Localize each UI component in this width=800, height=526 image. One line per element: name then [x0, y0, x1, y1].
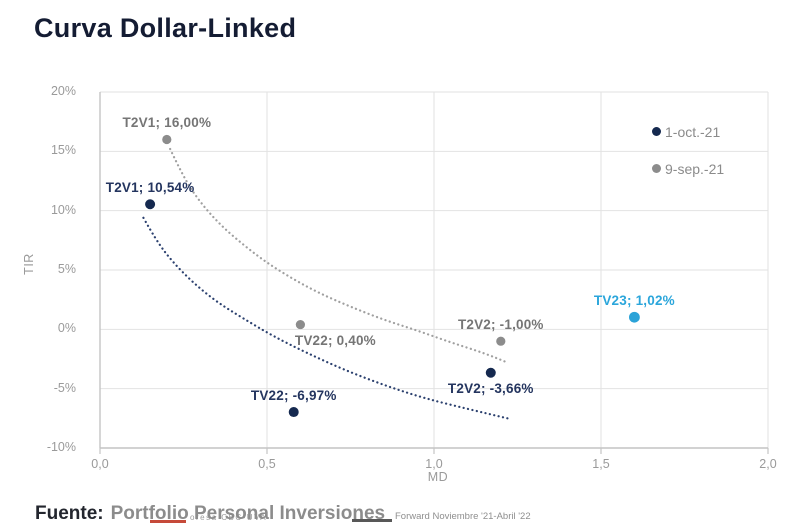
source-label: Fuente:	[35, 503, 104, 524]
legend-dot-gray-icon	[652, 164, 661, 173]
red-line-marker-icon	[150, 520, 186, 523]
data-point-TV23	[629, 311, 640, 323]
data-point-T2V1	[162, 134, 172, 145]
data-point-T2V2	[485, 367, 496, 378]
data-point-T2V2	[496, 336, 506, 346]
dark-line-marker-icon	[352, 519, 392, 522]
legend-item-1-oct-21: 1-oct.-21	[652, 123, 724, 140]
trendline-9-sep.-21	[169, 147, 509, 364]
legend-label: 9-sep.-21	[665, 160, 725, 177]
legend-dot-navy-icon	[652, 127, 661, 136]
chart-legend: 1-oct.-21 9-sep.-21	[652, 124, 724, 198]
trendline-1-oct.-21	[142, 216, 509, 420]
data-point-TV22	[288, 407, 299, 418]
data-point-T2V1	[145, 199, 156, 210]
legend-label: 1-oct.-21	[665, 123, 721, 140]
legend-item-9-sep-21: 9-sep.-21	[652, 160, 725, 177]
page-title: Curva Dollar-Linked	[34, 13, 297, 43]
source-footer: Fuente: Portfolio Personal Inversiones	[35, 503, 385, 525]
data-point-TV22	[295, 319, 305, 330]
source-text: Portfolio Personal Inversiones	[110, 503, 386, 524]
clipped-legend-text-left: oresa CBC-UVA	[190, 513, 268, 522]
clipped-legend-text-right: Forward Noviembre '21-Abril '22	[395, 511, 531, 522]
